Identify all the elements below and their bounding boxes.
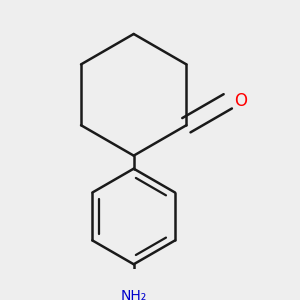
Text: O: O (234, 92, 247, 110)
Text: NH₂: NH₂ (121, 289, 147, 300)
